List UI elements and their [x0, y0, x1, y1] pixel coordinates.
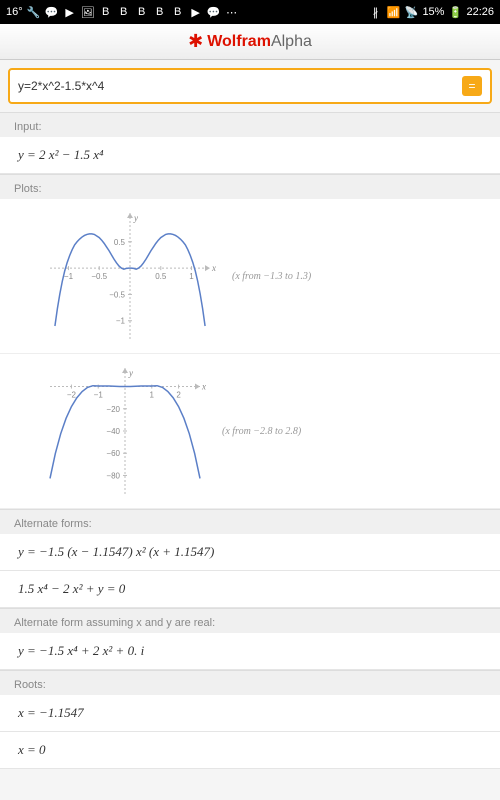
svg-text:−1: −1 — [94, 391, 104, 400]
section-altreal-label: Alternate form assuming x and y are real… — [0, 608, 500, 633]
input-math: y = 2 x² − 1.5 x⁴ — [18, 147, 104, 162]
svg-text:y: y — [128, 368, 133, 378]
equals-icon: = — [468, 79, 475, 93]
status-right: ∦ 📶 📡 15% 🔋 22:26 — [368, 5, 494, 19]
altform-1: y = −1.5 (x − 1.1547) x² (x + 1.1547) — [0, 534, 500, 571]
wrench-icon: 🔧 — [27, 5, 41, 19]
plot-1-caption: (x from −1.3 to 1.3) — [232, 271, 311, 282]
signal-icon: 📡 — [404, 5, 418, 19]
search-box[interactable]: = — [8, 68, 492, 104]
bluetooth-icon: ∦ — [368, 5, 382, 19]
altreal: y = −1.5 x⁴ + 2 x² + 0. i — [0, 633, 500, 670]
wifi-icon: 📶 — [386, 5, 400, 19]
plot-2: x y −2 −1 1 2 −80 −60 −40 −20 — [20, 366, 210, 496]
chat-icon: 💬 — [207, 5, 221, 19]
root-1: x = −1.1547 — [0, 695, 500, 732]
svg-text:−40: −40 — [106, 427, 120, 436]
altform-2: 1.5 x⁴ − 2 x² + y = 0 — [0, 571, 500, 608]
svg-text:0.5: 0.5 — [114, 238, 126, 247]
section-input-label: Input: — [0, 112, 500, 137]
svg-text:x: x — [201, 382, 206, 392]
logo-star-icon: ✱ — [188, 31, 203, 52]
plot-1-block: x y −1 −0.5 0.5 1 −1 −0.5 0.5 (x from −1.3 to 1.… — [0, 199, 500, 354]
section-plots-label: Plots: — [0, 174, 500, 199]
svg-text:−1: −1 — [116, 317, 126, 326]
section-altforms-label: Alternate forms: — [0, 509, 500, 534]
image-icon: 🖼 — [81, 5, 95, 19]
battery-icon: 🔋 — [448, 5, 462, 19]
ellipsis-icon: ⋯ — [225, 5, 239, 19]
svg-text:y: y — [133, 213, 138, 223]
b-icon: B — [153, 5, 167, 19]
svg-text:−0.5: −0.5 — [109, 290, 125, 299]
app-header: ✱ WolframAlpha — [0, 24, 500, 60]
plot-1: x y −1 −0.5 0.5 1 −1 −0.5 0.5 — [20, 211, 220, 341]
root-2: x = 0 — [0, 732, 500, 769]
chat-icon: 💬 — [45, 5, 59, 19]
svg-text:1: 1 — [189, 272, 194, 281]
logo-text-alpha: Alpha — [271, 33, 312, 50]
battery-pct: 15% — [422, 6, 444, 18]
input-interpretation: y = 2 x² − 1.5 x⁴ — [0, 137, 500, 174]
status-left: 16° 🔧 💬 ▶ 🖼 B B B B B ▶ 💬 ⋯ — [6, 5, 239, 19]
svg-text:−0.5: −0.5 — [91, 272, 107, 281]
svg-text:2: 2 — [176, 391, 181, 400]
b-icon: B — [99, 5, 113, 19]
play-icon: ▶ — [63, 5, 77, 19]
clock: 22:26 — [466, 6, 494, 18]
logo-text-wolfram: Wolfram — [207, 33, 271, 50]
svg-text:−80: −80 — [106, 471, 120, 480]
svg-text:1: 1 — [150, 391, 155, 400]
plot-2-caption: (x from −2.8 to 2.8) — [222, 426, 301, 437]
svg-text:−1: −1 — [64, 272, 74, 281]
play-icon: ▶ — [189, 5, 203, 19]
svg-text:x: x — [211, 263, 216, 273]
svg-text:−20: −20 — [106, 405, 120, 414]
svg-text:0.5: 0.5 — [155, 272, 167, 281]
b-icon: B — [171, 5, 185, 19]
wolfram-logo: ✱ WolframAlpha — [188, 31, 312, 52]
b-icon: B — [117, 5, 131, 19]
b-icon: B — [135, 5, 149, 19]
search-input[interactable] — [18, 79, 462, 93]
plot-2-block: x y −2 −1 1 2 −80 −60 −40 −20 (x from −2.8 to 2.8… — [0, 354, 500, 509]
status-bar: 16° 🔧 💬 ▶ 🖼 B B B B B ▶ 💬 ⋯ ∦ 📶 📡 15% 🔋 … — [0, 0, 500, 24]
submit-button[interactable]: = — [462, 76, 482, 96]
temp-indicator: 16° — [6, 6, 23, 18]
svg-text:−2: −2 — [67, 391, 77, 400]
section-roots-label: Roots: — [0, 670, 500, 695]
svg-text:−60: −60 — [106, 449, 120, 458]
